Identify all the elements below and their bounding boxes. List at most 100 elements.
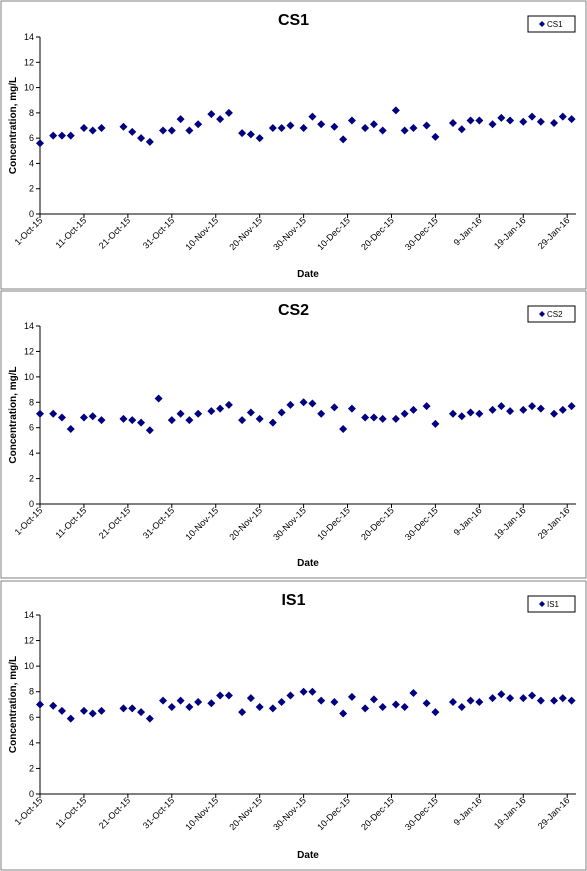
y-tick-label: 14 [24, 610, 34, 620]
data-point [457, 412, 466, 421]
data-point [159, 696, 168, 705]
data-point [246, 130, 255, 139]
data-point [422, 699, 431, 708]
y-tick-label: 6 [29, 423, 34, 433]
data-point [308, 399, 317, 408]
data-point [339, 135, 348, 144]
data-point [286, 121, 295, 130]
data-point [79, 413, 88, 422]
y-tick-label: 8 [29, 397, 34, 407]
data-point [66, 714, 75, 723]
data-point [448, 409, 457, 418]
data-point [488, 120, 497, 129]
data-point [400, 126, 409, 135]
data-point [330, 403, 339, 412]
legend-box [527, 595, 576, 613]
data-point [378, 703, 387, 712]
y-tick-label: 8 [29, 108, 34, 118]
data-point [466, 408, 475, 417]
data-point [97, 416, 106, 425]
data-point [457, 125, 466, 134]
y-tick-label: 4 [29, 738, 34, 748]
data-point [57, 706, 66, 715]
data-point [88, 126, 97, 135]
y-axis-label: Concentration, mg/L [8, 656, 19, 753]
data-point [308, 687, 317, 696]
data-point [317, 120, 326, 129]
chart-title: CS2 [278, 302, 309, 319]
data-point [528, 691, 537, 700]
y-tick-label: 12 [24, 636, 34, 646]
legend-label: IS1 [547, 600, 560, 609]
data-point [128, 416, 137, 425]
data-point [536, 696, 545, 705]
data-point [317, 696, 326, 705]
data-point [308, 112, 317, 121]
data-point [66, 424, 75, 433]
data-point [391, 700, 400, 709]
data-point [268, 704, 277, 713]
data-point [97, 124, 106, 133]
data-point [88, 709, 97, 718]
data-point [361, 413, 370, 422]
data-point [176, 696, 185, 705]
panel-frame [0, 290, 587, 579]
data-point [176, 115, 185, 124]
data-point [369, 413, 378, 422]
data-point [286, 691, 295, 700]
y-tick-label: 8 [29, 687, 34, 697]
legend-marker [539, 311, 545, 317]
data-point [238, 708, 247, 717]
data-point [277, 697, 286, 706]
data-point [299, 124, 308, 133]
data-point [361, 124, 370, 133]
data-point [330, 122, 339, 131]
data-point [317, 409, 326, 418]
data-point [207, 407, 216, 416]
data-point [506, 116, 515, 125]
data-point [176, 409, 185, 418]
data-point [79, 706, 88, 715]
data-point [497, 402, 506, 411]
data-point [488, 405, 497, 414]
legend: CS2 [527, 305, 576, 323]
data-point [207, 110, 216, 119]
data-point [400, 409, 409, 418]
data-point [409, 688, 418, 697]
y-tick-label: 10 [24, 372, 34, 382]
data-point [216, 404, 225, 413]
data-point [119, 704, 128, 713]
legend-marker [539, 21, 545, 27]
data-point [448, 697, 457, 706]
data-point [185, 126, 194, 135]
data-point [49, 409, 58, 418]
data-point [506, 694, 515, 703]
data-point [167, 126, 176, 135]
data-point [97, 706, 106, 715]
data-point [431, 419, 440, 428]
data-point [49, 701, 58, 710]
y-tick-label: 10 [24, 661, 34, 671]
data-point [154, 394, 163, 403]
y-tick-label: 6 [29, 712, 34, 722]
x-axis-label: Date [297, 558, 319, 569]
data-point [238, 416, 247, 425]
data-point [457, 703, 466, 712]
data-point [519, 405, 528, 414]
panel-frame [0, 580, 587, 871]
y-tick-label: 14 [24, 32, 34, 42]
legend: CS1 [527, 15, 576, 33]
data-point [378, 414, 387, 423]
data-point [361, 704, 370, 713]
data-point [422, 121, 431, 130]
data-point [339, 709, 348, 718]
data-point [528, 112, 537, 121]
data-point [558, 694, 567, 703]
data-point [194, 697, 203, 706]
x-axis-label: Date [297, 269, 319, 280]
data-point [536, 117, 545, 126]
data-point [528, 402, 537, 411]
data-point [506, 407, 515, 416]
y-tick-label: 6 [29, 133, 34, 143]
